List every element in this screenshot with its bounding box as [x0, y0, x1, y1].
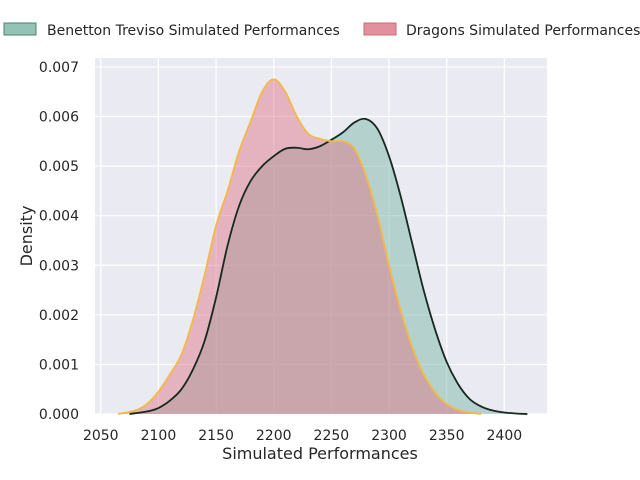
y-axis-label: Density	[17, 206, 36, 267]
benetton-density-line	[129, 117, 528, 415]
x-tick-label: 2250	[314, 428, 350, 444]
y-tick-label: 0.007	[39, 60, 79, 76]
x-axis-label: Simulated Performances	[222, 444, 418, 463]
x-tick-label: 2100	[141, 428, 177, 444]
x-tick-label: 2150	[198, 428, 234, 444]
y-tick-label: 0.001	[39, 357, 79, 373]
y-tick-label: 0.002	[39, 308, 79, 324]
y-tick-labels: 0.000 0.001 0.002 0.003 0.004 0.005 0.006 0.007	[39, 60, 79, 423]
y-tick-label: 0.005	[39, 159, 79, 175]
benetton-legend-swatch	[3, 22, 37, 36]
y-tick-label: 0.000	[39, 407, 79, 423]
x-tick-label: 2050	[83, 428, 119, 444]
x-tick-label: 2350	[429, 428, 465, 444]
legend: Benetton Treviso Simulated Performances D…	[3, 22, 640, 39]
x-tick-labels: 2050 2100 2150 2200 2250 2300 2350 2400	[83, 428, 522, 444]
dragons-density-fill	[118, 79, 482, 414]
series-layer	[117, 78, 528, 415]
y-tick-label: 0.003	[39, 258, 79, 274]
y-tick-label: 0.004	[39, 209, 79, 225]
benetton-legend-label: Benetton Treviso Simulated Performances	[47, 23, 340, 39]
dragons-density-line	[117, 78, 482, 415]
x-tick-label: 2200	[256, 428, 292, 444]
x-tick-label: 2400	[487, 428, 523, 444]
dragons-legend-label: Dragons Simulated Performances	[406, 23, 640, 39]
x-tick-label: 2300	[371, 428, 407, 444]
dragons-legend-swatch	[363, 22, 397, 36]
y-tick-label: 0.006	[39, 110, 79, 126]
